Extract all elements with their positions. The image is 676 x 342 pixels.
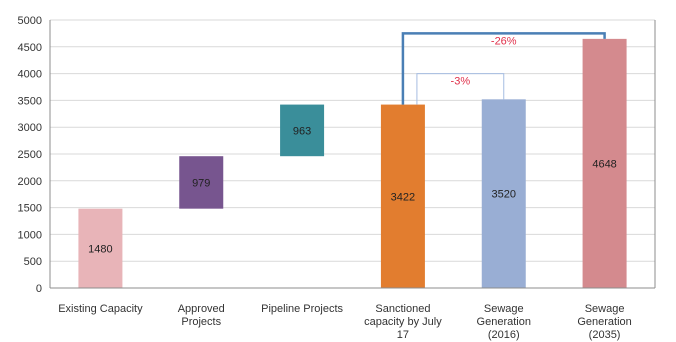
y-tick-label: 4500 (18, 42, 42, 54)
bar-2 (280, 104, 325, 157)
category-label: Pipeline Projects (261, 303, 343, 315)
data-label: 3422 (391, 191, 415, 203)
data-label: 3520 (492, 189, 516, 201)
category-label-line: Sewage (484, 303, 524, 315)
category-label-line: Sanctioned (375, 303, 430, 315)
category-label: Sanctioned capacity by July 17 (364, 303, 442, 341)
category-label-line: Sewage (585, 303, 625, 315)
percent-change-label: -3% (451, 76, 471, 88)
bar-1 (179, 156, 224, 209)
y-tick-label: 3000 (18, 122, 42, 134)
category-label: Approved Projects (178, 303, 225, 328)
y-tick-label: 500 (24, 256, 42, 268)
y-tick-label: 1500 (18, 203, 42, 215)
category-label-line: Projects (181, 316, 221, 328)
data-label: 1480 (88, 243, 112, 255)
category-label-line: capacity by July (364, 316, 442, 328)
category-label-line: Pipeline Projects (261, 303, 343, 315)
bar-5 (582, 38, 627, 288)
category-label: Sewage Generation (2016) (477, 303, 531, 341)
comparison-bracket (401, 32, 606, 105)
y-axis: 0 500 1000 1500 2000 2500 3000 3500 4000 4500 5000 (18, 15, 656, 295)
category-label: Sewage Generation (2035) (577, 303, 631, 341)
gridlines (50, 19, 655, 262)
percent-change-label: -26% (491, 35, 517, 47)
category-label-line: 17 (397, 329, 409, 341)
category-label: Existing Capacity (58, 303, 143, 315)
y-tick-label: 4000 (18, 69, 42, 81)
data-label: 963 (293, 125, 311, 137)
data-label: 4648 (592, 158, 616, 170)
bar-4 (481, 99, 526, 288)
category-label-line: Existing Capacity (58, 303, 143, 315)
category-label-line: Generation (477, 316, 531, 328)
bar-0 (78, 208, 123, 288)
comparison-brackets: -3% -26% (401, 32, 606, 105)
y-tick-label: 0 (36, 283, 42, 295)
bars: 1480 979 963 3422 3520 4648 (78, 38, 627, 288)
y-tick-label: 1000 (18, 229, 42, 241)
y-tick-label: 2500 (18, 149, 42, 161)
data-label: 979 (192, 177, 210, 189)
category-label-line: Approved (178, 303, 225, 315)
x-axis: Existing Capacity Approved Projects Pipelin… (50, 287, 655, 341)
category-label-line: (2035) (589, 329, 621, 341)
y-tick-label: 2000 (18, 176, 42, 188)
category-label-line: (2016) (488, 329, 520, 341)
category-label-line: Generation (577, 316, 631, 328)
comparison-bracket (416, 73, 505, 105)
y-tick-label: 5000 (18, 15, 42, 27)
y-tick-label: 3500 (18, 95, 42, 107)
bar-3 (380, 104, 425, 288)
